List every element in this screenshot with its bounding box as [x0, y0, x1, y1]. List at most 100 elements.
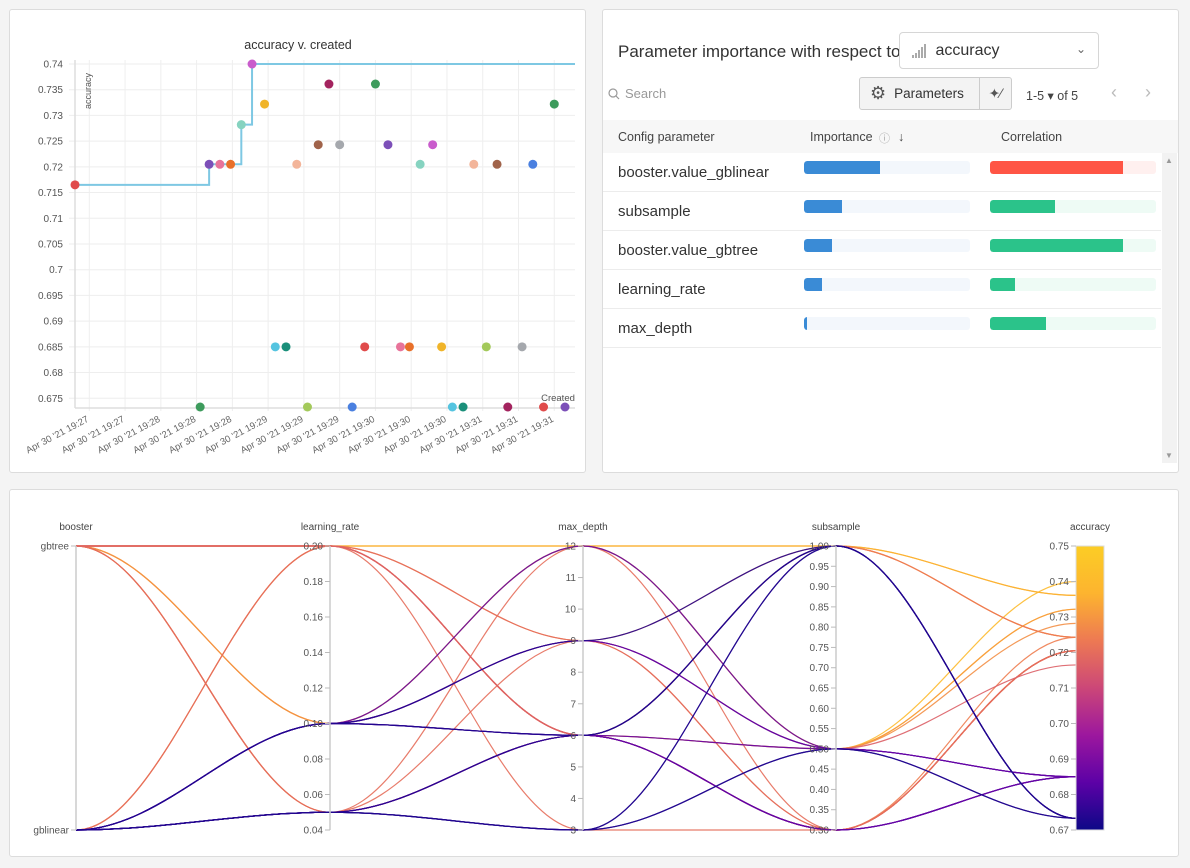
parallel-coordinates-panel: booster gbtree gblinear learning_rate 0.20 0.… — [9, 489, 1179, 857]
table-row[interactable]: subsample — [603, 192, 1161, 231]
info-icon[interactable]: ⓘ — [879, 133, 890, 145]
data-point — [70, 180, 80, 190]
parameters-label: Parameters — [894, 86, 964, 101]
axis-tick-label: 0.71 — [1050, 684, 1070, 695]
header-config-parameter[interactable]: Config parameter — [618, 130, 715, 144]
axis-tick-label: 1.00 — [810, 542, 830, 553]
y-tick-label: 0.7 — [49, 265, 63, 276]
scroll-down-icon[interactable]: ▼ — [1165, 451, 1173, 460]
axis-tick-label: 0.40 — [810, 785, 830, 796]
data-point — [204, 159, 214, 169]
data-point — [281, 342, 291, 352]
x-axis-label: Created — [541, 393, 575, 404]
y-tick-label: 0.735 — [38, 85, 63, 96]
run-line — [76, 545, 1077, 831]
axis-tick-label: gbtree — [41, 542, 70, 553]
magic-wand-button[interactable]: ✦⁄ — [980, 78, 1011, 109]
data-point — [492, 159, 502, 169]
axis-tick-label: 3 — [570, 826, 576, 837]
table-header: Config parameter Importance ⓘ ↓ Correlat… — [603, 120, 1178, 153]
axis-tick-label: 0.55 — [810, 724, 830, 735]
data-point — [437, 342, 447, 352]
y-tick-label: 0.71 — [44, 214, 64, 225]
y-tick-label: 0.72 — [44, 162, 64, 173]
axis-tick-label: 0.69 — [1050, 755, 1070, 766]
header-correlation[interactable]: Correlation — [1001, 130, 1063, 144]
run-line — [75, 734, 1077, 831]
sort-desc-icon[interactable]: ↓ — [898, 130, 905, 144]
run-line — [76, 545, 1077, 831]
scroll-up-icon[interactable]: ▲ — [1165, 156, 1173, 165]
axis-tick-label: 0.95 — [810, 562, 830, 573]
data-point — [549, 99, 559, 109]
axis-tick-label: 9 — [570, 636, 576, 647]
data-point — [215, 159, 225, 169]
axis-tick-label: 0.60 — [810, 704, 830, 715]
run-line — [75, 545, 1077, 813]
importance-bar-fill — [804, 200, 843, 213]
run-line — [76, 545, 1077, 596]
axis-tick-label: 7 — [570, 699, 576, 710]
prev-page-button[interactable]: ‹ — [1111, 82, 1117, 102]
axis-tick-label: 0.06 — [304, 790, 324, 801]
scrollbar[interactable]: ▲ ▼ — [1162, 153, 1177, 463]
metric-chart-icon — [912, 43, 926, 58]
data-point — [539, 402, 549, 412]
run-line — [75, 545, 1077, 831]
table-row[interactable]: booster.value_gbtree — [603, 231, 1161, 270]
axis-tick-label: 0.16 — [304, 613, 324, 624]
run-line — [75, 545, 1077, 750]
axis-tick-label: 0.73 — [1050, 613, 1070, 624]
run-line — [75, 545, 1077, 831]
parameters-button[interactable]: ⚙ Parameters — [860, 78, 980, 109]
data-point — [347, 402, 357, 412]
axis-tick-label: 6 — [570, 731, 576, 742]
data-point — [560, 402, 570, 412]
data-point — [260, 99, 270, 109]
run-line — [75, 734, 1077, 831]
axis-tick-label: gblinear — [33, 826, 69, 837]
data-point — [195, 402, 205, 412]
table-row[interactable]: learning_rate — [603, 270, 1161, 309]
running-max-line — [75, 63, 575, 186]
axis-tick-label: 0.90 — [810, 582, 830, 593]
data-point — [404, 342, 414, 352]
axis-tick-label: 0.18 — [304, 577, 324, 588]
data-point — [447, 402, 457, 412]
table-row[interactable]: booster.value_gblinear — [603, 153, 1161, 192]
data-point — [428, 140, 438, 150]
axis-tick-label: 0.20 — [304, 542, 324, 553]
axis-tick-label: 11 — [566, 573, 577, 584]
data-point — [517, 342, 527, 352]
accuracy-colorbar — [1075, 545, 1105, 831]
pagination-count[interactable]: 1-5 ▾ of 5 — [1026, 89, 1079, 103]
next-page-button[interactable]: › — [1145, 82, 1151, 102]
config-parameter-name: subsample — [618, 203, 691, 220]
search-icon — [608, 87, 620, 99]
chart-title: accuracy v. created — [244, 38, 352, 52]
config-parameter-name: booster.value_gbtree — [618, 242, 759, 259]
y-tick-label: 0.69 — [44, 317, 64, 328]
correlation-bar — [990, 317, 1156, 330]
axis-tick-label: 0.14 — [304, 648, 324, 659]
axis-tick-label: 8 — [570, 668, 576, 679]
y-axis-label: accuracy — [83, 72, 93, 109]
header-importance[interactable]: Importance — [810, 130, 873, 144]
axis-tick-label: 0.74 — [1050, 577, 1070, 588]
data-point — [270, 342, 280, 352]
run-line — [75, 545, 1077, 831]
y-tick-label: 0.68 — [44, 368, 64, 379]
y-tick-label: 0.695 — [38, 291, 63, 302]
table-row[interactable]: max_depth — [603, 309, 1161, 348]
axis-tick-label: 0.12 — [304, 684, 324, 695]
search-input[interactable]: Search — [608, 86, 666, 101]
x-tick-label: Apr 30 '21 19:31 — [489, 414, 555, 456]
correlation-bar-fill — [990, 239, 1123, 252]
data-point — [226, 159, 236, 169]
parallel-coordinates-chart: booster gbtree gblinear learning_rate 0.20 0.… — [33, 522, 1110, 837]
importance-bar — [804, 317, 970, 330]
metric-dropdown[interactable]: accuracy ⌄ — [899, 32, 1099, 69]
data-point — [247, 59, 257, 69]
axis-title: booster — [59, 522, 93, 533]
run-line — [75, 722, 1077, 831]
